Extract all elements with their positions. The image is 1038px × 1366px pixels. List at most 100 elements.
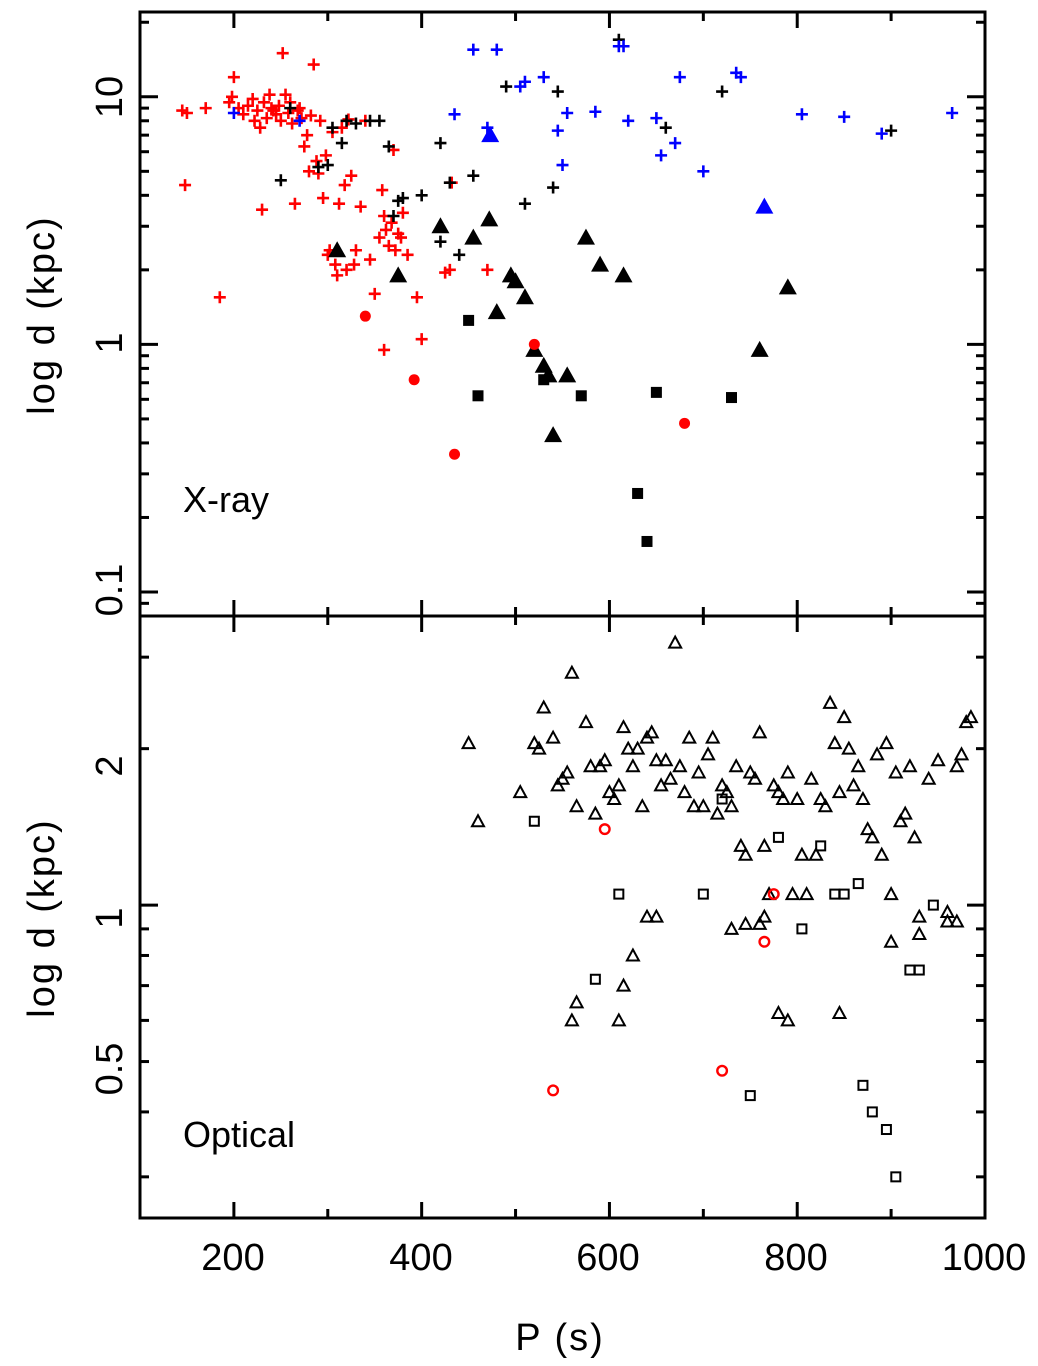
top-point-plus-2-8	[537, 71, 550, 84]
bottom-point-triangle-open-0-98	[723, 920, 740, 935]
top-point-plus-2-15	[622, 114, 635, 127]
top-point-plus-1-0	[284, 102, 297, 115]
bottom-point-triangle-open-0-78	[888, 764, 904, 779]
top-y-axis-title: log d (kpc)	[21, 215, 63, 414]
bottom-point-triangle-open-0-38	[700, 746, 716, 761]
bottom-point-triangle-open-0-66	[831, 783, 848, 799]
top-point-triangle-filled-3-4	[480, 210, 499, 227]
top-point-plus-0-6	[226, 90, 239, 103]
top-point-plus-2-5	[490, 43, 503, 56]
top-point-plus-1-23	[659, 121, 672, 134]
bottom-point-triangle-open-0-85	[930, 752, 946, 767]
bottom-ytick-label-0.5: 0.5	[89, 1043, 131, 1096]
top-point-plus-1-13	[415, 189, 428, 202]
bottom-point-square-open-1-6	[772, 831, 784, 843]
top-point-square-filled-5-4	[632, 487, 644, 499]
top-point-triangle-filled-4-0	[481, 126, 500, 143]
top-point-plus-0-3	[199, 102, 212, 115]
top-point-plus-0-61	[376, 184, 389, 197]
top-point-square-filled-5-2	[538, 374, 550, 386]
bottom-point-square-open-1-15	[890, 1171, 902, 1183]
top-point-plus-0-73	[415, 333, 428, 346]
bottom-point-triangle-open-0-29	[658, 752, 674, 767]
bottom-point-triangle-open-0-52	[766, 777, 782, 792]
top-point-triangle-filled-3-3	[464, 228, 483, 245]
top-point-triangle-filled-3-18	[778, 278, 797, 295]
bottom-panel-frame	[138, 614, 987, 1220]
top-point-plus-0-40	[314, 114, 327, 127]
bottom-point-triangle-open-0-95	[625, 947, 641, 962]
top-point-plus-1-16	[453, 248, 466, 261]
top-point-square-filled-5-3	[575, 390, 587, 402]
top-point-plus-1-1	[312, 161, 325, 174]
bottom-panel-points	[460, 634, 979, 1183]
top-ytick-label-10: 10	[89, 76, 131, 118]
bottom-ytick-label-1: 1	[89, 907, 131, 928]
bottom-point-triangle-open-0-35	[686, 798, 702, 813]
top-point-triangle-filled-3-2	[431, 217, 450, 234]
top-point-plus-0-15	[256, 203, 269, 216]
xtick-label-200: 200	[201, 1237, 264, 1279]
top-point-plus-0-75	[443, 263, 456, 276]
bottom-point-triangle-open-0-2	[512, 783, 528, 799]
bottom-point-triangle-open-0-80	[897, 805, 913, 820]
bottom-point-triangle-open-0-63	[817, 798, 834, 813]
bottom-point-triangle-open-0-36	[690, 764, 707, 779]
top-point-plus-0-55	[349, 244, 362, 257]
top-point-triangle-filled-3-17	[750, 340, 769, 357]
bottom-point-triangle-open-0-40	[709, 805, 726, 820]
bottom-point-triangle-open-0-102	[770, 1004, 787, 1020]
bottom-point-circle-open-2-4	[767, 888, 780, 901]
top-point-plus-2-18	[669, 137, 682, 150]
top-point-square-filled-5-0	[463, 314, 475, 326]
bottom-point-circle-open-2-3	[758, 935, 771, 948]
top-point-plus-0-77	[481, 263, 494, 276]
bottom-point-triangle-open-0-70	[850, 758, 866, 773]
top-point-plus-1-5	[340, 114, 353, 127]
top-point-plus-0-34	[301, 129, 314, 142]
top-point-plus-0-10	[241, 99, 254, 112]
bottom-point-triangle-open-0-54	[775, 790, 791, 806]
bottom-point-triangle-open-0-107	[939, 903, 956, 918]
bottom-point-triangle-open-0-53	[770, 783, 787, 799]
top-point-plus-1-10	[387, 210, 400, 223]
top-point-square-filled-5-5	[641, 535, 653, 547]
top-point-plus-2-1	[293, 114, 306, 127]
bottom-point-triangle-open-0-71	[855, 790, 871, 806]
bottom-point-triangle-open-0-51	[761, 886, 777, 901]
bottom-point-triangle-open-0-104	[831, 1004, 848, 1020]
bottom-point-triangle-open-0-17	[601, 783, 618, 799]
bottom-point-triangle-open-0-72	[859, 821, 876, 836]
bottom-point-triangle-open-0-12	[578, 713, 594, 729]
bottom-point-triangle-open-0-101	[756, 908, 773, 923]
bottom-point-triangle-open-0-34	[681, 729, 697, 744]
top-point-square-filled-5-1	[472, 390, 484, 402]
bottom-point-triangle-open-0-14	[587, 805, 604, 820]
bottom-point-triangle-open-0-47	[742, 764, 758, 779]
xtick-label-400: 400	[389, 1237, 452, 1279]
top-point-plus-2-19	[673, 71, 686, 84]
top-point-plus-1-6	[349, 117, 362, 130]
bottom-point-triangle-open-0-96	[639, 908, 655, 923]
bottom-point-triangle-open-0-30	[662, 770, 679, 785]
bottom-point-square-open-1-10	[838, 888, 850, 900]
bottom-point-triangle-open-0-106	[911, 925, 927, 940]
top-point-triangle-filled-3-8	[515, 288, 534, 305]
top-point-plus-1-18	[500, 80, 513, 93]
top-panel-label: X-ray	[183, 479, 269, 520]
top-point-plus-1-26	[434, 137, 447, 150]
top-point-circle-filled-6-0	[359, 310, 371, 322]
top-point-plus-0-78	[378, 343, 391, 356]
top-point-plus-0-47	[331, 269, 344, 282]
top-point-plus-0-11	[246, 92, 259, 105]
bottom-point-square-open-1-7	[796, 923, 808, 935]
top-point-plus-2-10	[556, 159, 569, 172]
bottom-point-triangle-open-0-6	[545, 729, 561, 744]
bottom-point-triangle-open-0-105	[883, 933, 899, 948]
top-point-plus-0-70	[396, 206, 409, 219]
bottom-point-triangle-open-0-24	[634, 798, 650, 813]
bottom-point-triangle-open-0-65	[827, 735, 843, 750]
top-point-plus-2-16	[650, 112, 663, 125]
top-point-triangle-filled-3-14	[576, 228, 595, 245]
